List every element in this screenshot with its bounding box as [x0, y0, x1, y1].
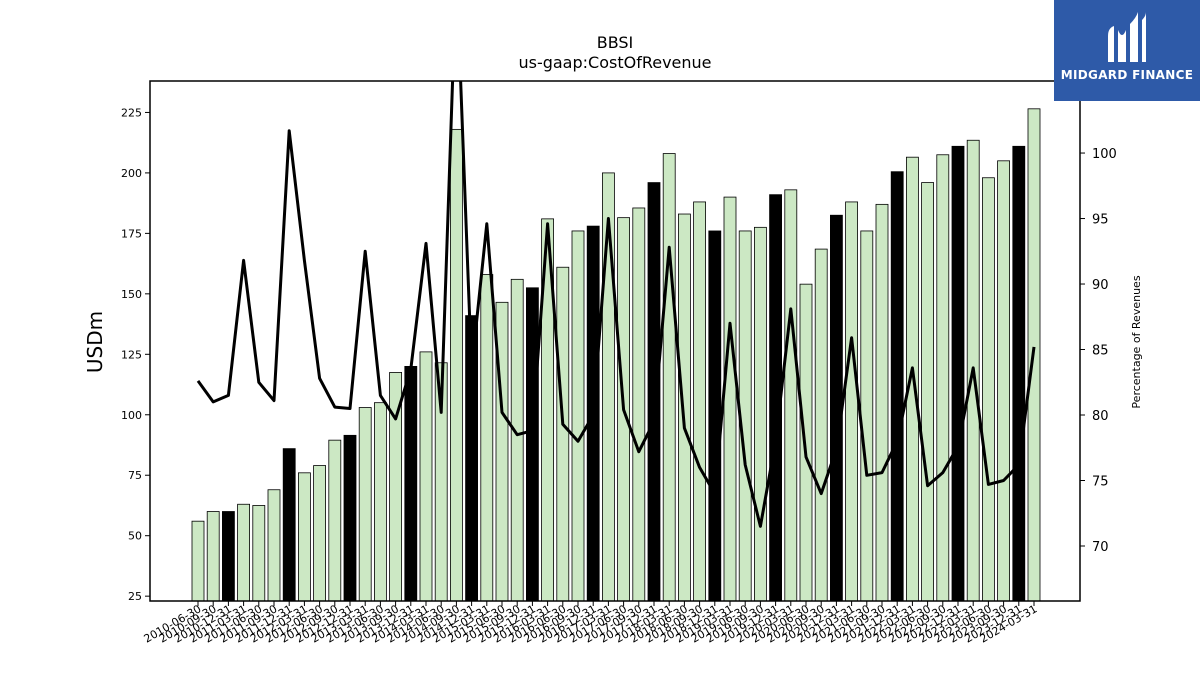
bar — [571, 230, 585, 602]
y2-axis-label: Percentage of Revenues — [1130, 275, 1143, 408]
bar — [693, 201, 706, 602]
brand-logo: MIDGARD FINANCE — [1054, 0, 1200, 101]
bar — [449, 128, 463, 602]
y-tick-label: 100 — [121, 409, 142, 422]
y2-tick-label: 100 — [1092, 147, 1117, 162]
bar — [754, 226, 767, 602]
y-tick-label: 175 — [121, 227, 142, 240]
y2-tick-label: 80 — [1092, 409, 1109, 424]
bar — [556, 266, 570, 602]
y2-tick-label: 85 — [1092, 344, 1109, 359]
y-tick-label: 75 — [128, 469, 142, 482]
bar — [297, 472, 311, 602]
y-tick-label: 125 — [121, 348, 142, 361]
bar — [662, 153, 676, 602]
chart-title: BBSI — [597, 33, 634, 52]
bar — [343, 434, 357, 602]
bar — [373, 402, 387, 602]
bar — [723, 196, 737, 602]
series-line — [196, 81, 1036, 528]
bar — [708, 230, 722, 602]
logo-text: MIDGARD FINANCE — [1060, 68, 1194, 82]
y-tick-label: 150 — [121, 288, 142, 301]
bar — [328, 439, 342, 602]
bar — [845, 201, 858, 602]
y2-tick-label: 90 — [1092, 278, 1109, 293]
bar — [267, 489, 281, 602]
bar — [890, 171, 904, 602]
bar — [982, 177, 995, 602]
bar — [404, 365, 418, 602]
y-axis-label: USDm — [83, 311, 107, 373]
bar — [875, 203, 889, 602]
y-tick-label: 225 — [121, 106, 142, 119]
y2-tick-label: 75 — [1092, 474, 1109, 489]
bar — [814, 248, 828, 602]
bar — [237, 503, 251, 602]
bar — [997, 160, 1010, 602]
bar — [191, 520, 205, 602]
plot-frame — [149, 80, 1081, 602]
bar — [206, 511, 220, 602]
y2-tick-label: 70 — [1092, 540, 1109, 555]
bar — [510, 278, 524, 602]
bar — [647, 182, 661, 602]
bar — [252, 505, 266, 602]
chart-subtitle: us-gaap:CostOfRevenue — [518, 53, 711, 72]
bar — [632, 207, 646, 602]
bar — [282, 448, 296, 602]
bar — [358, 407, 372, 602]
y-tick-label: 25 — [128, 590, 142, 603]
bar — [1012, 145, 1026, 602]
y2-tick-label: 95 — [1092, 213, 1109, 228]
bar — [678, 213, 691, 602]
logo-mark-icon — [1108, 12, 1146, 62]
y-tick-label: 50 — [128, 530, 142, 543]
bar — [921, 182, 934, 602]
bar — [480, 274, 494, 602]
bar — [313, 465, 327, 602]
bar — [526, 287, 539, 602]
y-tick-label: 200 — [121, 167, 142, 180]
bar — [860, 230, 874, 602]
bar — [936, 154, 950, 602]
bar — [951, 145, 965, 602]
bar — [784, 189, 798, 602]
bar — [221, 511, 235, 602]
bar — [419, 351, 433, 602]
